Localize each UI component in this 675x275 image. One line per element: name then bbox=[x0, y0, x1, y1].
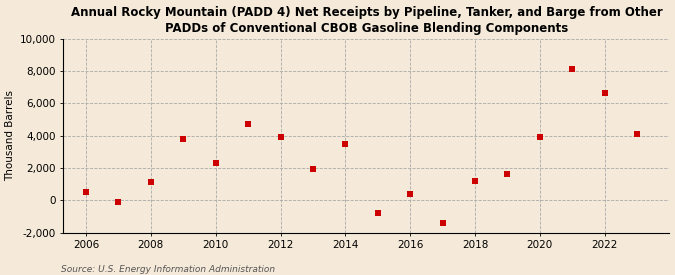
Point bbox=[243, 122, 254, 127]
Title: Annual Rocky Mountain (PADD 4) Net Receipts by Pipeline, Tanker, and Barge from : Annual Rocky Mountain (PADD 4) Net Recei… bbox=[70, 6, 662, 35]
Point bbox=[373, 211, 383, 215]
Point bbox=[308, 167, 319, 172]
Point bbox=[502, 172, 513, 177]
Point bbox=[632, 132, 643, 136]
Point bbox=[599, 91, 610, 96]
Point bbox=[113, 200, 124, 204]
Point bbox=[437, 221, 448, 225]
Point bbox=[146, 180, 157, 185]
Point bbox=[178, 137, 189, 141]
Point bbox=[567, 67, 578, 72]
Text: Source: U.S. Energy Information Administration: Source: U.S. Energy Information Administ… bbox=[61, 265, 275, 274]
Point bbox=[470, 178, 481, 183]
Point bbox=[211, 161, 221, 165]
Point bbox=[535, 135, 545, 139]
Point bbox=[275, 135, 286, 139]
Point bbox=[80, 190, 91, 194]
Point bbox=[405, 192, 416, 196]
Y-axis label: Thousand Barrels: Thousand Barrels bbox=[5, 90, 16, 181]
Point bbox=[340, 141, 351, 146]
